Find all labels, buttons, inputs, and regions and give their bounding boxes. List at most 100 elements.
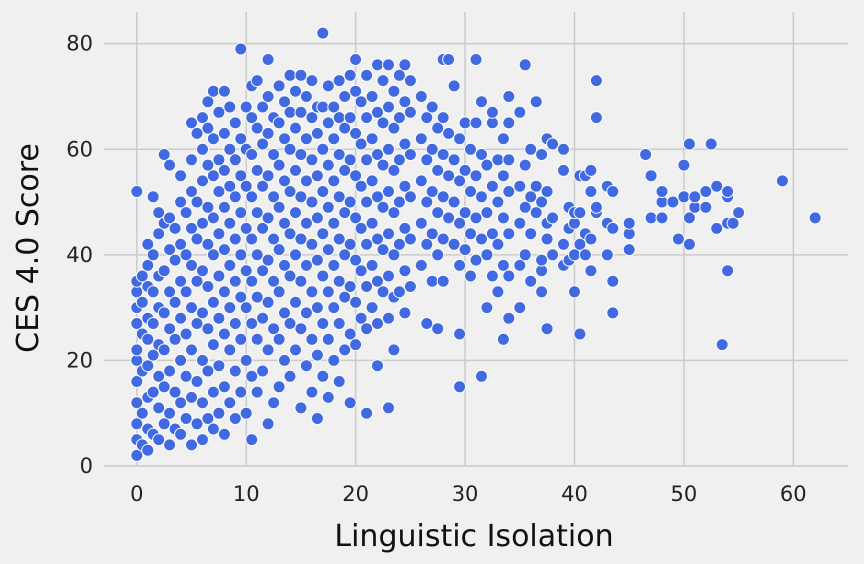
data-point — [578, 248, 592, 262]
data-point — [682, 137, 696, 151]
data-point — [524, 274, 538, 288]
data-point — [529, 206, 543, 220]
data-point — [283, 68, 297, 82]
data-point — [289, 206, 302, 220]
data-point — [535, 195, 549, 209]
data-point — [420, 237, 434, 251]
data-point — [130, 317, 144, 330]
data-point — [480, 206, 494, 220]
data-point — [453, 258, 467, 272]
data-point — [710, 179, 724, 193]
data-point — [245, 148, 259, 161]
data-point — [540, 185, 554, 198]
data-point — [321, 116, 335, 130]
data-point — [239, 406, 253, 420]
data-point — [447, 237, 461, 251]
data-point — [343, 327, 357, 341]
data-point — [289, 343, 302, 357]
data-point — [475, 232, 488, 246]
data-point — [245, 433, 259, 447]
data-point — [185, 116, 198, 130]
data-point — [464, 227, 477, 241]
data-point — [721, 264, 735, 278]
data-point — [163, 364, 177, 378]
data-point — [420, 153, 434, 167]
data-point — [420, 111, 434, 125]
data-point — [644, 169, 658, 183]
data-point — [568, 285, 581, 299]
data-point — [589, 74, 603, 88]
data-point — [245, 111, 259, 125]
data-point — [201, 121, 215, 135]
data-point — [174, 169, 188, 183]
data-point — [206, 248, 220, 262]
data-point — [431, 163, 445, 177]
data-point — [376, 285, 390, 299]
data-point — [349, 126, 363, 140]
data-point — [130, 343, 144, 357]
data-point — [289, 248, 302, 262]
data-point — [267, 148, 281, 161]
data-point — [442, 126, 456, 140]
data-point — [425, 274, 439, 288]
data-point — [573, 206, 587, 220]
data-point — [524, 190, 538, 204]
data-point — [371, 58, 384, 72]
data-point — [371, 148, 384, 161]
data-point — [223, 301, 237, 315]
data-point — [141, 359, 155, 373]
data-point — [267, 232, 281, 246]
data-point — [305, 237, 319, 251]
data-point — [332, 190, 346, 204]
data-point — [431, 206, 445, 220]
data-point — [299, 306, 313, 320]
data-point — [283, 269, 297, 283]
data-point — [710, 221, 724, 235]
data-point — [622, 243, 636, 257]
data-point — [272, 79, 286, 93]
data-point — [475, 95, 488, 109]
data-point — [453, 216, 467, 230]
data-point — [234, 385, 248, 399]
data-point — [245, 369, 259, 383]
data-point — [299, 216, 313, 230]
data-point — [316, 227, 330, 241]
data-point — [239, 353, 253, 367]
data-point — [371, 359, 384, 373]
data-point — [217, 427, 231, 441]
data-point — [458, 116, 472, 130]
data-point — [146, 248, 160, 262]
data-point — [469, 253, 483, 267]
data-point — [310, 301, 324, 315]
data-point — [349, 338, 363, 352]
data-point — [190, 195, 204, 209]
data-point — [398, 58, 412, 72]
data-point — [223, 258, 237, 272]
data-point — [513, 301, 527, 315]
data-point — [557, 163, 570, 177]
data-point — [321, 79, 335, 93]
data-point — [179, 248, 193, 262]
data-point — [321, 243, 335, 257]
data-point — [453, 327, 467, 341]
data-point — [152, 433, 166, 447]
data-point — [403, 190, 417, 204]
data-point — [316, 185, 330, 198]
data-point — [212, 406, 226, 420]
data-point — [228, 317, 242, 330]
data-point — [316, 100, 330, 114]
data-point — [546, 211, 560, 225]
data-point — [141, 258, 155, 272]
data-point — [267, 190, 281, 204]
data-point — [414, 174, 428, 188]
x-tick-label: 50 — [671, 482, 698, 506]
data-point — [278, 95, 291, 109]
data-point — [704, 137, 718, 151]
data-point — [157, 417, 171, 431]
data-point — [135, 269, 149, 283]
data-point — [496, 332, 510, 346]
data-point — [343, 68, 357, 82]
data-point — [196, 142, 209, 156]
data-point — [174, 237, 188, 251]
data-point — [557, 237, 570, 251]
